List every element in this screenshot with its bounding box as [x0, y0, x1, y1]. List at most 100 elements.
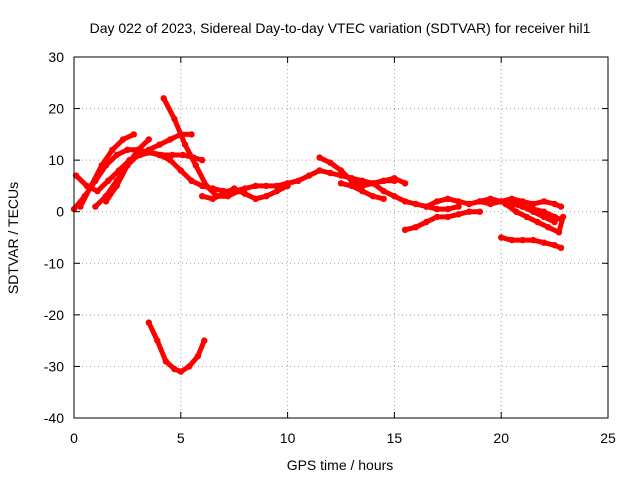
data-point	[109, 146, 116, 153]
data-point	[156, 141, 163, 148]
data-point	[530, 208, 537, 215]
data-point	[199, 156, 206, 164]
data-point	[273, 187, 281, 195]
data-point	[444, 195, 451, 202]
data-point	[359, 182, 366, 190]
y-tick-label: -40	[44, 410, 64, 426]
x-tick-label: 15	[387, 430, 403, 446]
data-point	[124, 146, 131, 153]
data-point	[119, 136, 127, 143]
data-point	[203, 182, 210, 190]
data-point	[181, 141, 189, 148]
data-point	[412, 200, 419, 208]
y-tick-label: -10	[44, 255, 64, 271]
data-point	[105, 177, 112, 184]
data-point	[166, 136, 174, 143]
data-point	[369, 180, 377, 187]
data-point	[113, 151, 120, 159]
data-point	[557, 244, 565, 251]
data-point	[186, 363, 193, 370]
data-point	[327, 159, 334, 166]
data-point	[540, 208, 548, 215]
data-point	[220, 190, 227, 197]
data-point	[502, 200, 509, 208]
data-point	[241, 185, 249, 192]
data-point	[508, 198, 516, 205]
data-point	[423, 218, 430, 226]
y-tick-label: 20	[48, 101, 64, 117]
data-point	[77, 203, 84, 210]
data-points	[70, 95, 567, 375]
data-point	[455, 198, 462, 205]
data-point	[540, 239, 548, 246]
data-point	[130, 131, 137, 138]
data-point	[154, 337, 161, 344]
data-point	[231, 185, 238, 192]
y-tick-label: 30	[48, 49, 64, 65]
data-point	[87, 182, 95, 190]
y-tick-label: 10	[48, 152, 64, 168]
data-point	[134, 146, 142, 153]
data-point	[305, 172, 313, 179]
series-arc17	[498, 234, 565, 251]
data-point	[391, 175, 398, 182]
data-point	[188, 177, 195, 184]
data-point	[337, 180, 345, 187]
data-point	[92, 203, 99, 210]
x-axis-label: GPS time / hours	[287, 457, 394, 473]
data-point	[177, 368, 184, 375]
plot-frame	[73, 56, 609, 419]
data-point	[369, 193, 377, 200]
data-point	[380, 195, 387, 202]
data-point	[94, 187, 101, 195]
data-point	[545, 224, 552, 231]
data-point	[194, 352, 202, 360]
data-point	[102, 198, 110, 205]
data-point	[166, 156, 174, 164]
data-point	[534, 218, 541, 226]
data-point	[476, 208, 483, 215]
series-arc10	[337, 180, 387, 202]
x-tick-label: 20	[493, 430, 509, 446]
data-point	[169, 151, 176, 159]
data-point	[113, 182, 120, 190]
x-tick-label: 25	[600, 430, 616, 446]
data-point	[530, 236, 537, 244]
data-point	[177, 167, 184, 174]
series-arc16	[502, 200, 567, 236]
data-point	[199, 193, 206, 200]
grid	[74, 57, 608, 418]
data-point	[559, 213, 567, 221]
data-point	[444, 213, 451, 221]
data-point	[98, 162, 106, 169]
data-point	[179, 151, 187, 159]
x-tick-label: 10	[280, 430, 296, 446]
data-point	[476, 198, 483, 205]
data-point	[380, 177, 387, 184]
data-point	[466, 208, 473, 215]
y-tick-label: 0	[56, 204, 64, 220]
data-point	[209, 195, 216, 202]
data-point	[433, 205, 441, 213]
data-point	[252, 182, 259, 190]
data-point	[455, 203, 462, 210]
data-point	[455, 211, 462, 218]
data-point	[316, 167, 323, 174]
data-point	[487, 195, 494, 202]
data-point	[337, 167, 345, 174]
data-point	[348, 182, 355, 190]
data-point	[498, 234, 505, 241]
data-point	[241, 190, 249, 197]
data-point	[401, 180, 409, 187]
data-point	[359, 187, 366, 195]
data-point	[171, 115, 178, 123]
data-point	[487, 200, 494, 208]
data-point	[540, 198, 548, 205]
data-point	[433, 198, 441, 205]
data-point	[519, 198, 526, 205]
data-point	[555, 229, 563, 236]
data-point	[530, 200, 537, 208]
series-arc7	[145, 319, 208, 375]
